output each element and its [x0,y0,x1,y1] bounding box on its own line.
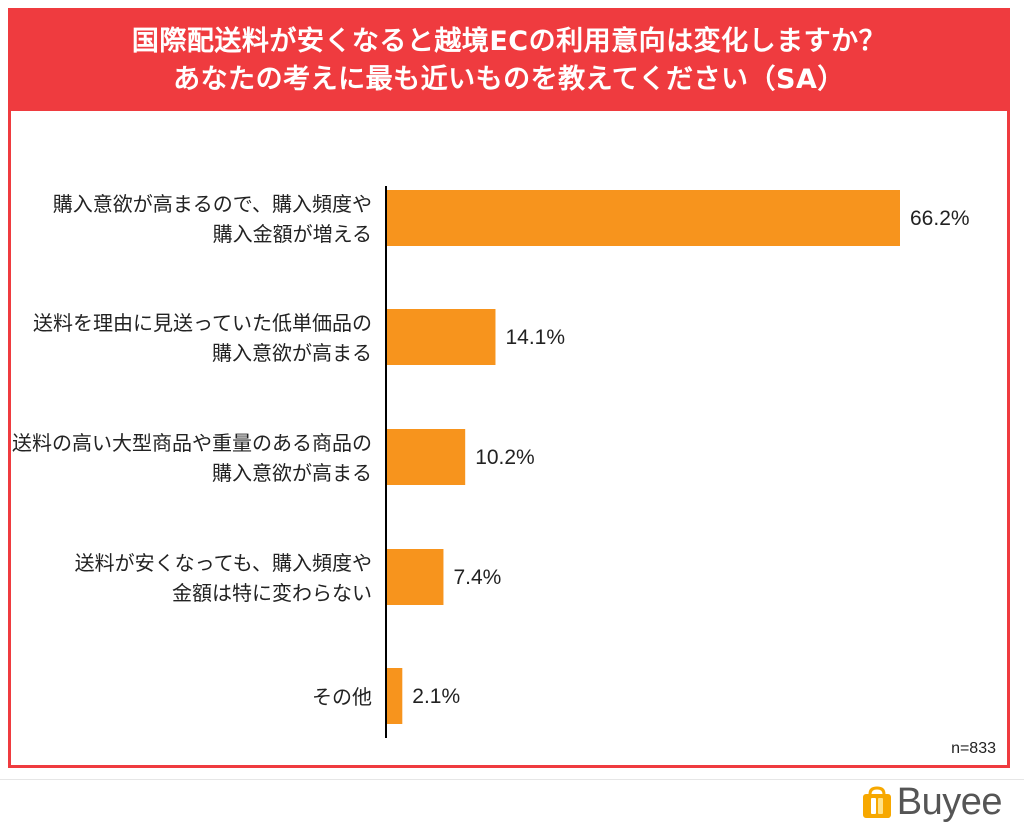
buyee-logo: Buyee [859,781,1003,823]
category-label-2-line-2: 購入意欲が高まる [212,341,372,365]
value-label-5: 2.1% [412,685,460,708]
category-label-3-line-2: 購入意欲が高まる [212,461,372,485]
buyee-bag-icon [862,786,891,818]
sample-size-note: n=833 [951,740,996,757]
category-label-4-line-1: 送料が安くなっても、購入頻度や [75,551,372,575]
chart-header: 国際配送料が安くなると越境ECの利用意向は変化しますか？ あなたの考えに最も近い… [11,11,1007,111]
category-label-2-line-1: 送料を理由に見送っていた低単価品の [33,311,372,335]
category-label-5-line-1: その他 [312,685,372,709]
footer-divider [0,779,1024,780]
category-label-1-line-2: 購入金額が増える [213,222,372,246]
bar-1 [386,190,900,246]
bar-4 [386,549,444,605]
chart-frame [8,8,1010,768]
bar-5 [386,668,403,724]
bar-2 [386,309,496,365]
logo-text: Buyee [896,781,1003,823]
category-label-3-line-1: 送料の高い大型商品や重量のある商品の [12,431,372,455]
chart-title-line2: あなたの考えに最も近いものを教えてください（SA） [173,64,845,95]
category-label-4-line-2: 金額は特に変わらない [172,581,372,605]
category-label-1-line-1: 購入意欲が高まるので、購入頻度や [53,192,372,216]
value-label-2: 14.1% [505,326,565,349]
chart-title-line1: 国際配送料が安くなると越境ECの利用意向は変化しますか？ [131,26,887,57]
value-label-4: 7.4% [453,566,501,589]
value-label-3: 10.2% [475,446,535,469]
bar-3 [386,429,466,485]
value-label-1: 66.2% [910,207,970,230]
